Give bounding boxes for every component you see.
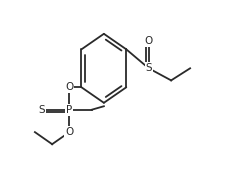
Text: O: O (145, 36, 153, 46)
Text: S: S (145, 63, 152, 73)
Text: O: O (65, 127, 74, 137)
Text: P: P (66, 105, 72, 115)
Text: O: O (65, 82, 74, 92)
Text: S: S (38, 105, 45, 115)
